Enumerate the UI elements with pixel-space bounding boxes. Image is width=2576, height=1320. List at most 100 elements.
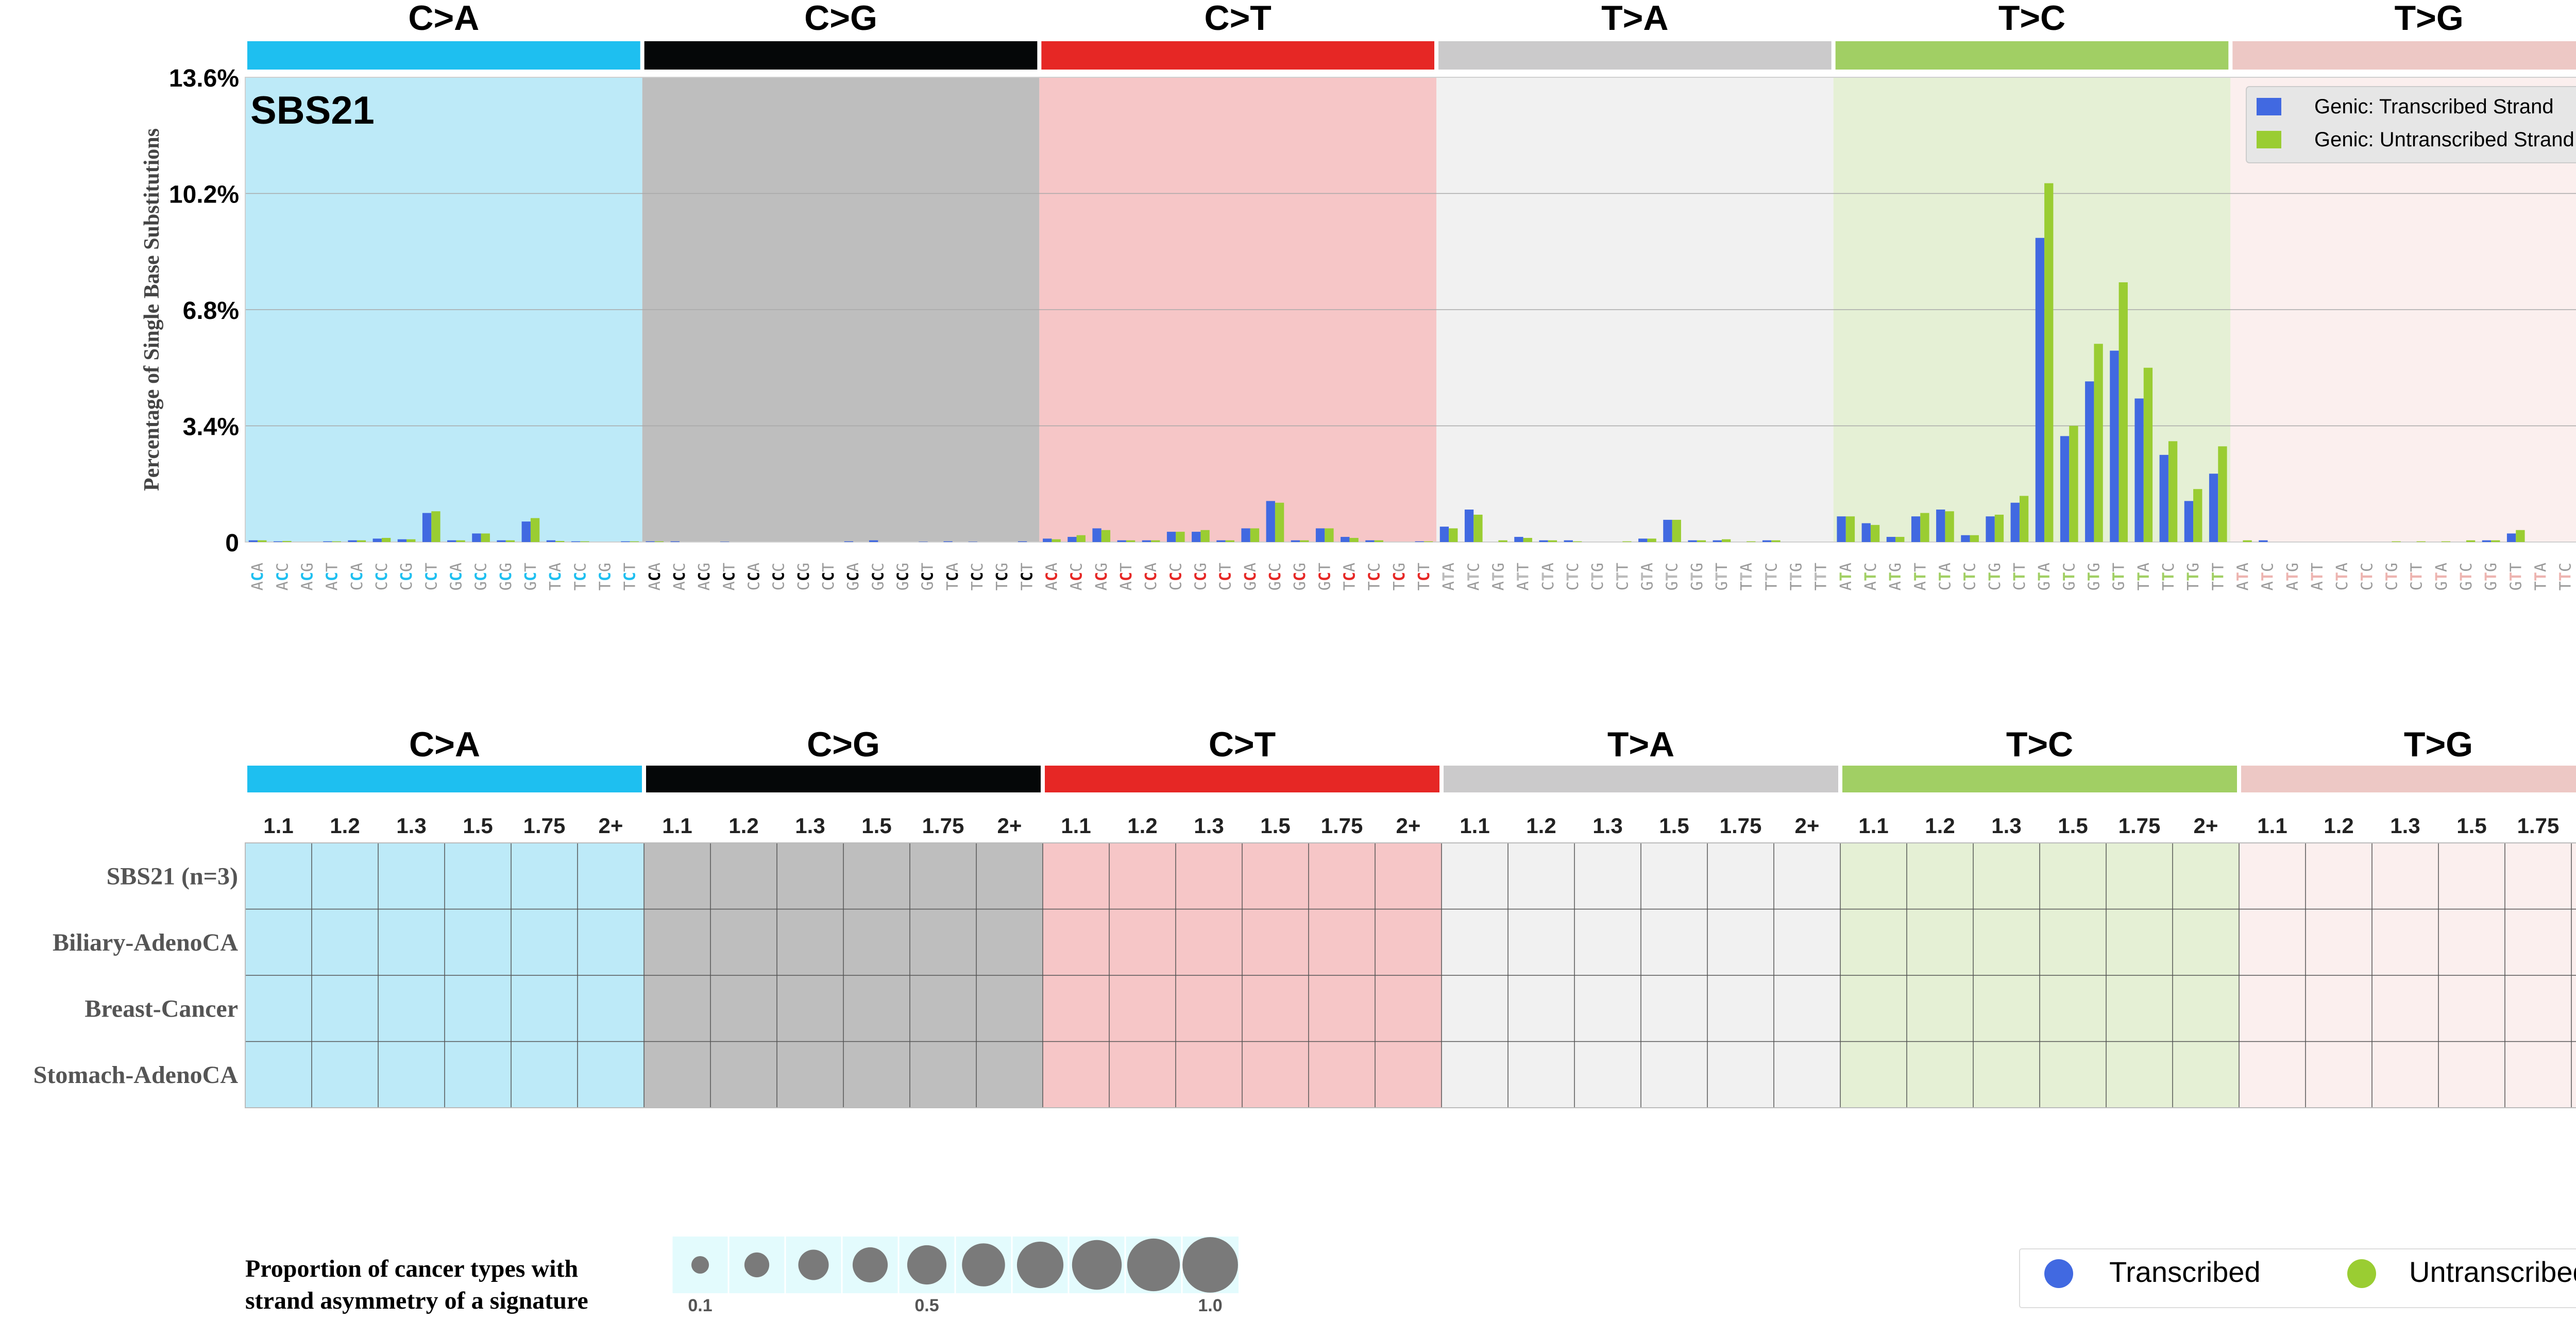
bar-transcribed	[521, 521, 531, 542]
bar-untranscribed	[1325, 528, 1334, 542]
bar-untranscribed	[2193, 489, 2202, 542]
context-label: CTA	[1936, 563, 1954, 590]
bar-transcribed	[2035, 238, 2045, 542]
mutation-header-label: C>G	[804, 0, 877, 38]
context-label: TCA	[1341, 563, 1359, 590]
grid-mutation-header-bar	[2241, 766, 2576, 792]
grid-column-label: 1.5	[861, 814, 891, 838]
size-legend-circle	[691, 1256, 709, 1274]
mutation-header-label: T>G	[2395, 0, 2464, 38]
y-axis-title: Percentage of Single Base Substitutions	[140, 128, 164, 491]
bar-untranscribed	[1622, 541, 1632, 542]
context-label: GTC	[1664, 563, 1682, 590]
context-label: CCC	[1167, 563, 1185, 590]
mutation-header-label: C>A	[408, 0, 479, 38]
bar-transcribed	[2085, 381, 2094, 542]
size-legend-circle	[907, 1245, 947, 1285]
context-label: GTG	[2085, 563, 2103, 590]
context-label: CCA	[1142, 563, 1160, 590]
context-label: CTT	[2408, 563, 2426, 590]
bar-untranscribed	[1052, 539, 1061, 542]
bar-untranscribed	[1672, 519, 1681, 542]
legend-swatch-untranscribed	[2257, 131, 2281, 148]
context-label: GCT	[522, 563, 540, 590]
context-label: CTA	[1539, 563, 1557, 590]
context-label: TCT	[1018, 563, 1036, 590]
size-legend-tick: 0.5	[914, 1296, 939, 1315]
bar-untranscribed	[530, 518, 540, 542]
context-label: TCG	[1391, 563, 1409, 590]
bar-transcribed	[571, 541, 581, 542]
bar-untranscribed	[357, 540, 366, 542]
context-label: CCA	[745, 563, 763, 590]
bar-untranscribed	[2441, 541, 2451, 542]
bar-untranscribed	[1076, 535, 1086, 542]
grid-column-label: 1.75	[2517, 814, 2560, 838]
bar-transcribed	[422, 513, 432, 542]
bar-untranscribed	[1473, 514, 1483, 542]
bar-untranscribed	[2094, 344, 2103, 542]
context-label: CTG	[1589, 563, 1607, 590]
context-label: ACC	[274, 563, 292, 590]
context-label: TCC	[571, 563, 589, 590]
bar-transcribed	[2060, 436, 2070, 542]
context-label: GTG	[1688, 563, 1706, 590]
grid-mutation-header-label: C>A	[409, 725, 480, 764]
strand-legend-marker-untranscribed	[2347, 1259, 2376, 1288]
bar-untranscribed	[2019, 496, 2029, 542]
grid-row-label: SBS21 (n=3)	[107, 862, 238, 890]
bar-transcribed	[844, 541, 854, 542]
context-label: CTC	[1564, 563, 1582, 590]
bar-untranscribed	[1225, 540, 1234, 542]
plot-frame	[245, 77, 2576, 543]
context-label: ATC	[1862, 563, 1880, 590]
bar-transcribed	[273, 541, 283, 542]
grid-mutation-header-label: T>C	[2006, 725, 2073, 764]
context-label: CCC	[770, 563, 788, 590]
context-label: CTG	[2383, 563, 2401, 590]
size-legend-circle	[852, 1247, 888, 1283]
bar-untranscribed	[1747, 541, 1756, 542]
context-label: TCT	[621, 563, 639, 590]
bar-transcribed	[2134, 398, 2144, 542]
bar-untranscribed	[1994, 514, 2004, 542]
mutation-header-bar	[1438, 41, 1832, 70]
bar-untranscribed	[2119, 282, 2128, 542]
context-label: GCT	[919, 563, 937, 590]
context-label: TCA	[547, 563, 565, 590]
size-legend-tick: 1.0	[1198, 1296, 1222, 1315]
bar-transcribed	[621, 541, 630, 542]
size-legend-circle	[1016, 1241, 1064, 1289]
strand-bias-bar-chart: C>A C>G C>T T>A T>C T>G 0 3.4% 6.8% 10.2% 13.6% Per…	[140, 0, 2576, 590]
grid-column-label: 1.75	[523, 814, 566, 838]
bar-untranscribed	[2218, 446, 2227, 542]
bar-untranscribed	[1498, 540, 1507, 542]
context-label: ACT	[1117, 563, 1136, 590]
bar-transcribed	[1911, 516, 1921, 542]
bar-untranscribed	[1523, 538, 1532, 542]
strand-legend-box	[2019, 1248, 2576, 1308]
context-label: ACG	[1093, 563, 1111, 590]
context-label: GCA	[1242, 563, 1260, 590]
context-label: ATA	[1837, 563, 1855, 590]
mutation-header-bar	[1041, 41, 1434, 70]
grid-column-label: 2+	[997, 814, 1022, 838]
context-label: CTG	[1986, 563, 2004, 590]
context-label: TTG	[2184, 563, 2202, 590]
bar-transcribed	[1762, 540, 1772, 542]
grid-column-label: 2+	[599, 814, 623, 838]
bar-transcribed	[248, 540, 258, 542]
context-label: TTT	[2209, 563, 2227, 590]
context-label: ACA	[646, 563, 664, 590]
bar-untranscribed	[555, 541, 565, 542]
bar-untranscribed	[1721, 539, 1731, 542]
bar-untranscribed	[1101, 530, 1111, 542]
context-label: CCG	[398, 563, 416, 590]
context-label: GCA	[447, 563, 465, 590]
bar-untranscribed	[1151, 540, 1160, 542]
grid-column-label: 2+	[1396, 814, 1421, 838]
bar-untranscribed	[431, 511, 440, 542]
context-label: TTG	[1787, 563, 1805, 590]
size-legend-circle	[1182, 1237, 1238, 1293]
grid-mutation-header-label: T>G	[2404, 725, 2473, 764]
